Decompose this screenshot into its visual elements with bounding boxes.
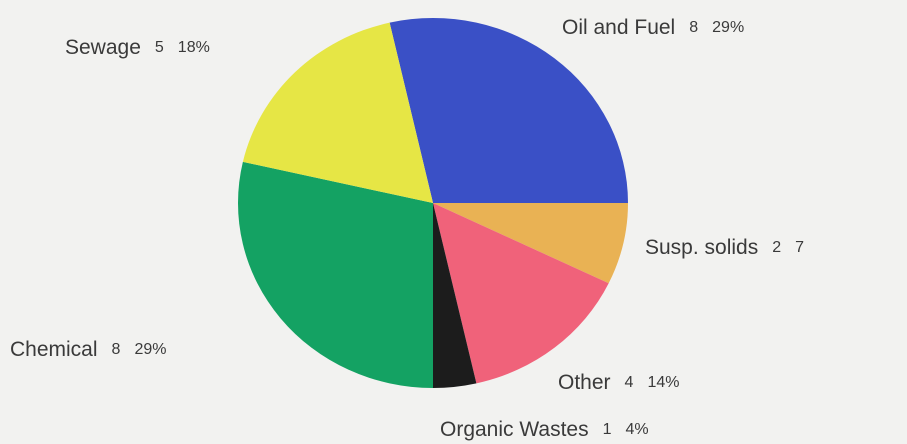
slice-label: Oil and Fuel 8 29%	[562, 16, 744, 39]
category-name: Organic Wastes	[440, 418, 589, 441]
slice-label: Chemical 8 29%	[10, 338, 166, 361]
percent-label: 18%	[178, 39, 210, 56]
category-name: Other	[558, 371, 611, 394]
count-label: 1	[603, 421, 612, 438]
count-label: 8	[112, 341, 121, 358]
pie-slice	[433, 203, 609, 384]
slice-label: Susp. solids 2 7	[645, 236, 804, 259]
percent-label: 7	[795, 239, 804, 256]
count-label: 5	[155, 39, 164, 56]
category-name: Sewage	[65, 36, 141, 59]
count-label: 4	[625, 374, 634, 391]
slice-label: Organic Wastes 1 4%	[440, 418, 649, 441]
category-name: Chemical	[10, 338, 98, 361]
percent-label: 4%	[626, 421, 649, 438]
pie-slice	[433, 203, 477, 388]
percent-label: 29%	[712, 19, 744, 36]
pie-slice	[433, 203, 628, 284]
pie-slice	[238, 161, 433, 388]
count-label: 2	[772, 239, 781, 256]
count-label: 8	[689, 19, 698, 36]
slice-label: Other 4 14%	[558, 371, 679, 394]
pie-slice	[389, 18, 628, 204]
percent-label: 14%	[647, 374, 679, 391]
slice-label: Sewage 5 18%	[65, 36, 210, 59]
category-name: Susp. solids	[645, 236, 758, 259]
category-name: Oil and Fuel	[562, 16, 675, 39]
percent-label: 29%	[134, 341, 166, 358]
pie-slice	[242, 22, 433, 203]
